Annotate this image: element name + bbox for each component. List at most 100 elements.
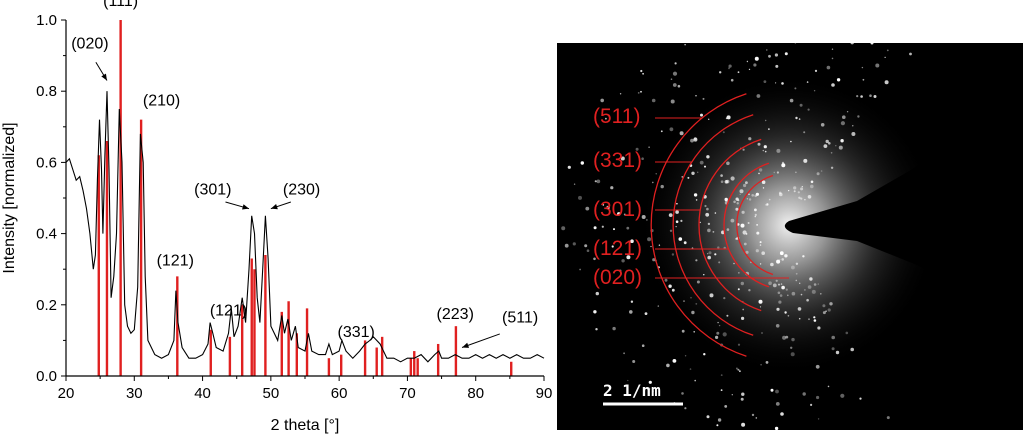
diffraction-spot xyxy=(802,255,805,258)
peak-arrowhead xyxy=(270,204,278,210)
diffraction-spot xyxy=(778,300,782,304)
diffraction-spot xyxy=(742,308,745,311)
diffraction-spot xyxy=(813,319,817,322)
diffraction-spot xyxy=(705,212,710,217)
diffraction-spot xyxy=(800,293,803,296)
diffraction-spot xyxy=(672,83,677,87)
diffraction-spot xyxy=(699,160,704,165)
diffraction-spot xyxy=(758,299,763,304)
diffraction-spot xyxy=(671,253,675,256)
diffraction-spot xyxy=(677,84,681,88)
diffraction-spot xyxy=(768,281,772,285)
diffraction-spot xyxy=(715,335,719,339)
diffraction-spot xyxy=(739,193,741,195)
diffraction-spot xyxy=(759,306,762,308)
diffraction-spot xyxy=(869,94,872,97)
diffraction-spot xyxy=(909,52,912,56)
diffraction-spot xyxy=(683,300,685,302)
diffraction-spot xyxy=(640,69,643,73)
diffraction-spot xyxy=(806,298,809,302)
diffraction-spot xyxy=(670,99,675,104)
diffraction-spot xyxy=(766,49,768,51)
diffraction-spot xyxy=(676,202,678,205)
peak-arrowhead xyxy=(101,73,107,81)
diffraction-spot xyxy=(758,168,763,172)
diffraction-spot xyxy=(813,90,816,92)
diffraction-spot xyxy=(717,246,720,249)
diffraction-spot xyxy=(825,310,827,313)
diffraction-spot xyxy=(690,296,692,299)
diffraction-spot xyxy=(694,379,696,382)
diffraction-spot xyxy=(831,335,835,340)
diffraction-spot xyxy=(779,294,783,297)
diffraction-spot xyxy=(684,355,687,357)
diffraction-spot xyxy=(717,418,722,422)
diffraction-spot xyxy=(720,180,724,183)
diffraction-spot xyxy=(610,186,614,190)
diffraction-spot xyxy=(776,307,780,311)
diffraction-spot xyxy=(668,284,672,288)
diffraction-spot xyxy=(776,171,779,174)
diffraction-spot xyxy=(825,139,829,144)
diffraction-spot xyxy=(730,176,735,181)
diffraction-spot xyxy=(612,326,616,331)
diffraction-spot xyxy=(817,326,821,330)
diffraction-spot xyxy=(696,280,700,284)
diffraction-spot xyxy=(693,193,698,197)
diffraction-spot xyxy=(720,174,723,177)
ring-overlay xyxy=(650,93,774,357)
diffraction-spot xyxy=(669,229,673,232)
diffraction-spot xyxy=(772,283,777,288)
diffraction-spot xyxy=(774,53,778,57)
diffraction-spot xyxy=(684,407,687,410)
diffraction-spot xyxy=(691,171,695,175)
diffraction-spot xyxy=(652,390,654,392)
diffraction-spot xyxy=(779,192,783,197)
diffraction-spot xyxy=(722,131,725,134)
diffraction-spot xyxy=(780,283,783,285)
diffraction-spot xyxy=(623,213,626,216)
diffraction-spot xyxy=(745,233,748,235)
diffraction-spot xyxy=(852,125,854,127)
diffraction-spot xyxy=(739,370,741,373)
diffraction-ring xyxy=(698,138,762,312)
diffraction-spot xyxy=(593,226,597,230)
diffraction-spot xyxy=(800,197,803,200)
diffraction-spot xyxy=(708,118,710,121)
diffraction-spot xyxy=(707,253,709,255)
diffraction-spot xyxy=(726,161,730,166)
diffraction-spot xyxy=(741,392,745,396)
diffraction-spot xyxy=(726,115,731,120)
diffraction-spot xyxy=(672,71,678,76)
peak-label: (511) xyxy=(502,310,538,327)
peak-label: (301) xyxy=(194,181,231,198)
diffraction-spot xyxy=(693,137,697,141)
diffraction-spot xyxy=(680,219,683,222)
diffraction-spot xyxy=(742,230,747,235)
diffraction-spot xyxy=(726,314,729,317)
diffraction-spot xyxy=(737,199,740,202)
diffraction-spot xyxy=(789,98,794,103)
peak-label: (020) xyxy=(71,35,108,52)
diffraction-ring xyxy=(723,162,770,288)
diffraction-spot xyxy=(777,291,781,295)
diffraction-spot xyxy=(827,385,830,388)
diffraction-spot xyxy=(703,353,706,356)
diffraction-spot xyxy=(850,347,854,352)
beam-stopper xyxy=(784,127,1023,343)
peak-label: (111) xyxy=(103,0,138,10)
diffraction-spot xyxy=(596,124,599,127)
diffraction-spot xyxy=(745,250,749,254)
diffraction-spot xyxy=(815,364,820,369)
diffraction-spot xyxy=(623,352,625,355)
diffraction-spot xyxy=(660,130,663,133)
diffraction-spot xyxy=(787,315,790,317)
diffraction-spot xyxy=(626,226,630,230)
ring-label-020: (020) xyxy=(593,266,643,289)
diffraction-spot xyxy=(799,103,803,107)
diffraction-spot xyxy=(641,215,646,219)
diffraction-spot xyxy=(775,402,780,406)
diffraction-spot xyxy=(737,368,740,371)
diffraction-spot xyxy=(743,183,747,188)
diffraction-spot xyxy=(870,43,874,45)
